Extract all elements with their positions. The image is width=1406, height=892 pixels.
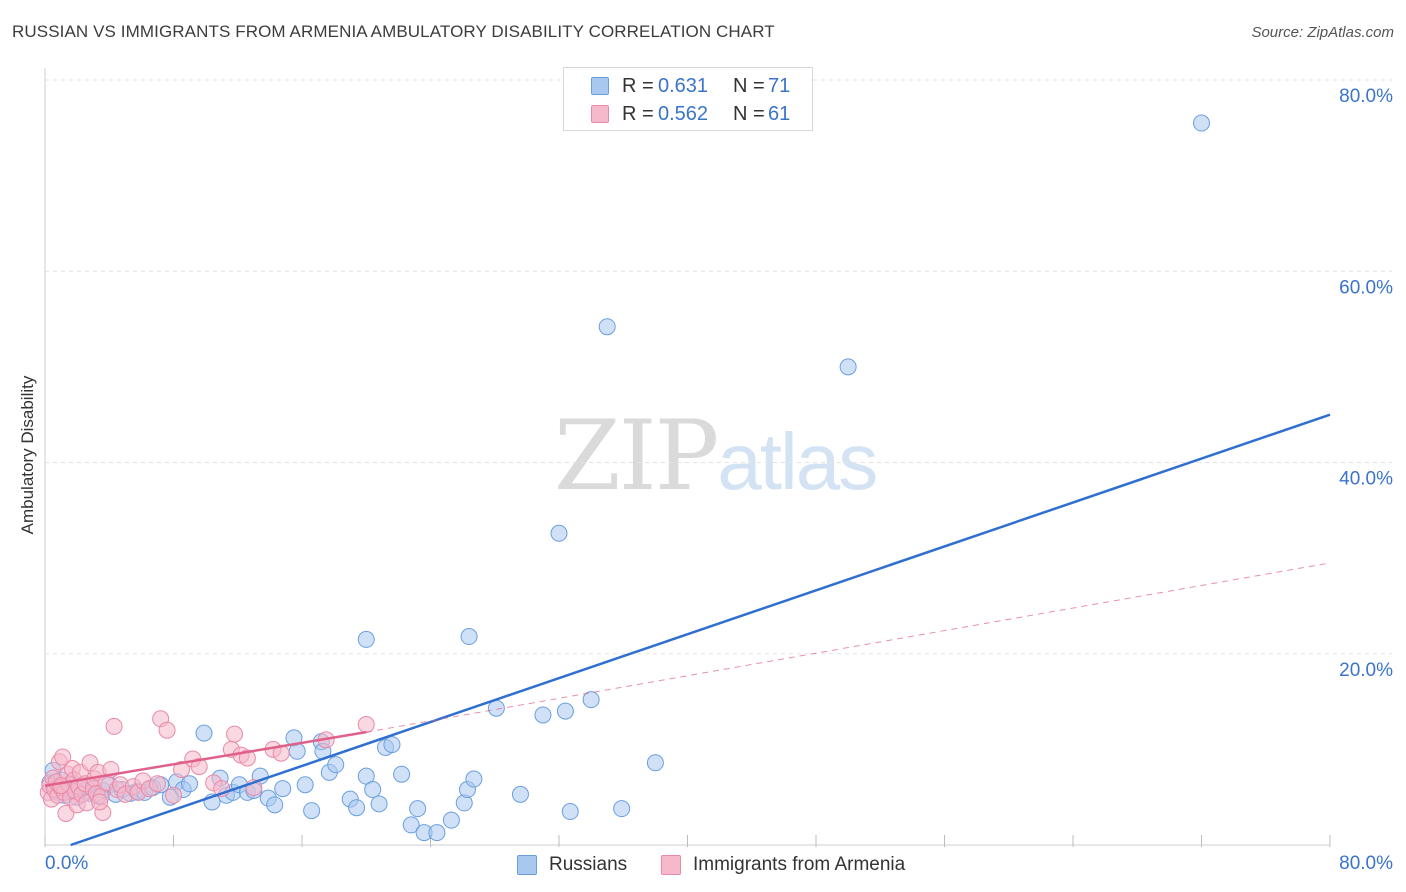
point-russians — [561, 803, 579, 821]
x-tick-label: 80.0% — [1339, 853, 1393, 874]
point-russians — [839, 358, 857, 376]
point-russians — [266, 796, 284, 814]
point-russians — [402, 816, 420, 834]
point-armenia — [158, 721, 176, 739]
trendline-armenia-extension — [366, 562, 1331, 733]
point-russians — [582, 691, 600, 709]
point-russians — [598, 318, 616, 336]
point-armenia — [226, 725, 244, 743]
y-tick-label: 80.0% — [1339, 86, 1393, 107]
series-swatch-russians — [517, 855, 537, 875]
point-russians — [327, 756, 345, 774]
point-russians — [442, 811, 460, 829]
series-label-russians: Russians — [549, 854, 628, 875]
legend-r-value: 0.631 — [658, 74, 709, 97]
trendline-armenia — [44, 730, 367, 787]
point-armenia — [357, 716, 375, 734]
point-armenia — [52, 777, 70, 795]
point-russians — [465, 770, 483, 788]
series-label-armenia: Immigrants from Armenia — [693, 854, 906, 875]
point-armenia — [165, 786, 182, 804]
point-armenia — [54, 748, 72, 766]
point-russians — [393, 765, 411, 783]
point-russians — [460, 628, 478, 646]
point-armenia — [57, 804, 75, 822]
point-russians — [370, 795, 388, 813]
point-russians — [1193, 114, 1210, 132]
point-russians — [181, 775, 199, 793]
legend-n-value: 61 — [768, 102, 791, 125]
point-russians — [383, 736, 401, 754]
series-legend-armenia[interactable]: Immigrants from Armenia — [661, 851, 905, 879]
point-armenia — [173, 760, 191, 778]
correlation-legend: R = 0.631 N = 71 R = 0.562 N = 61 — [563, 67, 813, 131]
legend-r-label: R = — [622, 74, 654, 97]
point-armenia — [190, 758, 208, 776]
point-russians — [550, 524, 568, 542]
x-tick-label: 0.0% — [45, 853, 88, 874]
legend-swatch-armenia — [591, 105, 609, 123]
point-russians — [556, 702, 574, 720]
point-russians — [409, 800, 427, 818]
watermark-atlas: atlas — [717, 417, 878, 506]
legend-swatch-russians — [591, 77, 609, 95]
legend-n-label: N = — [733, 102, 765, 125]
point-russians — [274, 780, 292, 798]
watermark: ZIPatlas — [554, 400, 878, 512]
point-russians — [296, 776, 314, 794]
point-russians — [195, 724, 213, 742]
y-tick-label: 60.0% — [1339, 277, 1393, 298]
trendline-russians — [70, 413, 1331, 847]
chart-title: RUSSIAN VS IMMIGRANTS FROM ARMENIA AMBUL… — [12, 22, 775, 41]
series-legend: Russians Immigrants from Armenia — [0, 851, 1406, 879]
y-axis-label: Ambulatory Disability — [18, 375, 37, 535]
series-swatch-armenia — [661, 855, 681, 875]
legend-n-value: 71 — [768, 74, 791, 97]
series-legend-russians[interactable]: Russians — [517, 851, 627, 879]
y-tick-label: 20.0% — [1339, 660, 1393, 681]
point-russians — [348, 799, 366, 817]
point-russians — [613, 800, 631, 818]
point-russians — [303, 802, 321, 820]
point-armenia — [91, 793, 109, 811]
point-russians — [511, 785, 529, 803]
source-credit: Source: ZipAtlas.com — [1251, 24, 1394, 41]
point-russians — [646, 754, 664, 772]
point-russians — [364, 781, 382, 799]
y-tick-label: 40.0% — [1339, 469, 1393, 490]
legend-n-label: N = — [733, 74, 765, 97]
point-russians — [357, 630, 375, 648]
point-armenia — [105, 717, 123, 735]
point-armenia — [148, 775, 166, 793]
legend-r-label: R = — [622, 102, 654, 125]
point-armenia — [238, 749, 256, 767]
legend-r-value: 0.562 — [658, 102, 709, 125]
watermark-zip: ZIP — [554, 400, 719, 512]
point-russians — [534, 706, 552, 724]
point-russians — [428, 824, 446, 842]
